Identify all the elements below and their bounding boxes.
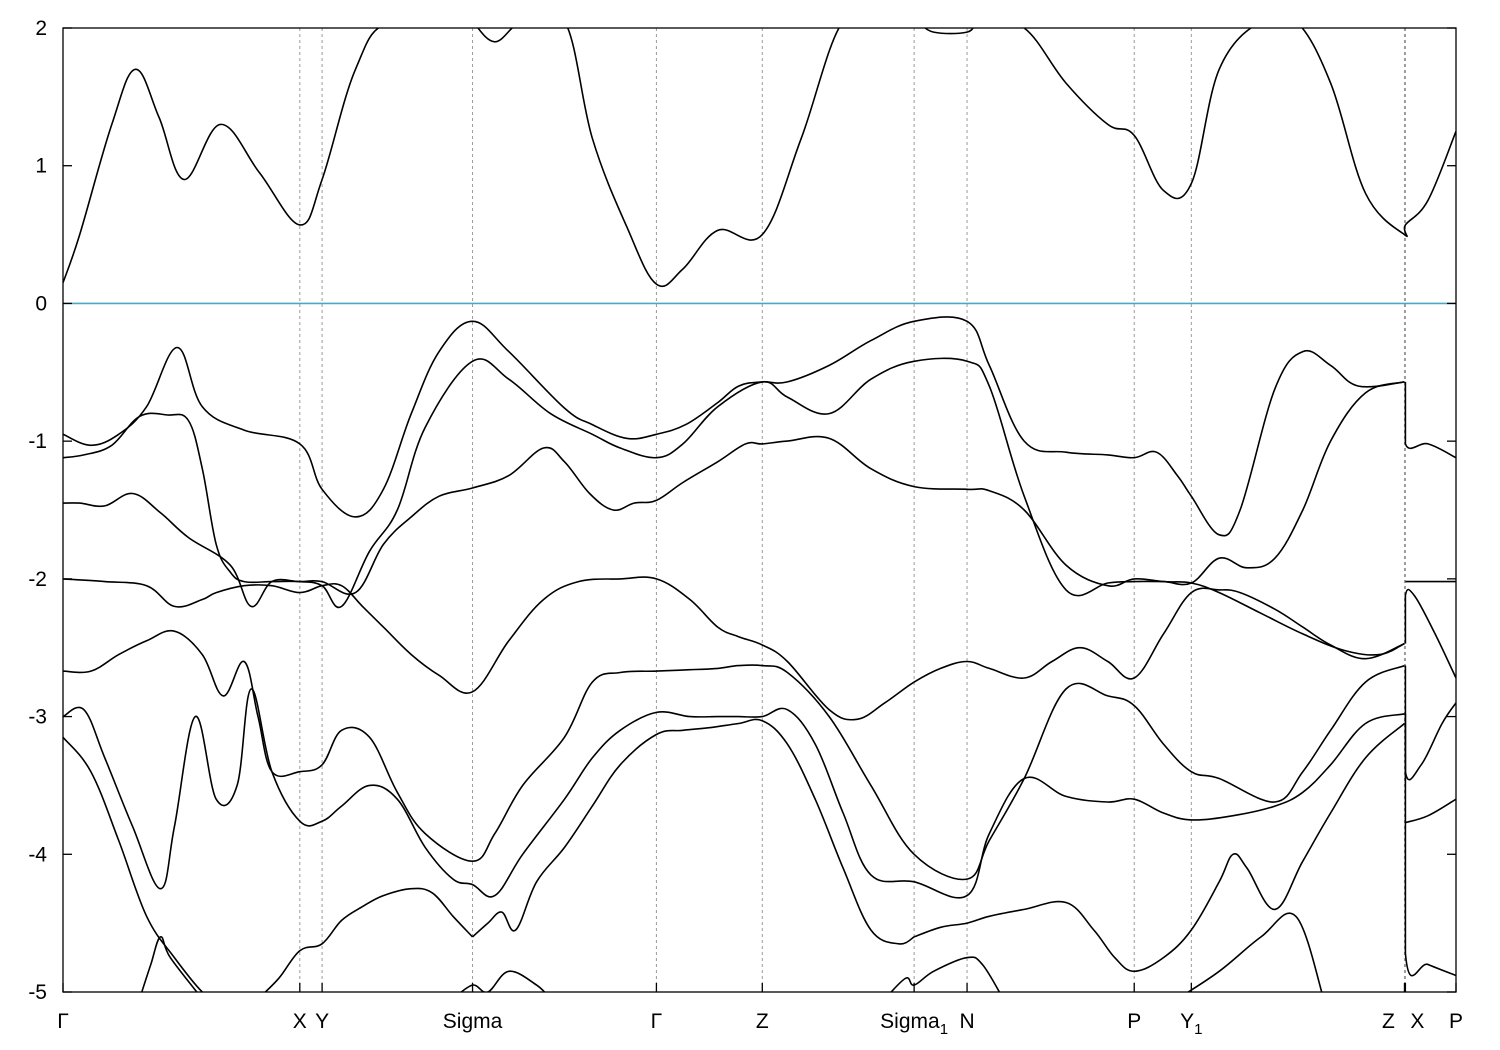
band-curve-4 bbox=[63, 357, 1405, 609]
band-curve-10 bbox=[140, 936, 198, 992]
band-curve-15 bbox=[890, 956, 1001, 992]
band-curve-14 bbox=[459, 970, 546, 992]
y-tick-label: -4 bbox=[28, 843, 47, 866]
y-tick-label: -3 bbox=[28, 706, 47, 729]
k-point-grid-lines bbox=[299, 28, 1406, 992]
x-tick-label: P bbox=[1449, 1010, 1463, 1033]
band-curve-5 bbox=[63, 435, 1405, 656]
band-curve-7 bbox=[63, 629, 1405, 881]
x-tick-label: Γ bbox=[57, 1010, 69, 1033]
x-tick-subscript: 1 bbox=[940, 1021, 948, 1038]
band-curves bbox=[63, 28, 1456, 992]
y-tick-label: 1 bbox=[35, 155, 47, 178]
band-curve-11 bbox=[264, 887, 474, 992]
y-tick-label: -5 bbox=[28, 981, 47, 1004]
band-curve-3 bbox=[63, 316, 1405, 537]
y-axis-ticks: 2 1 0 -1 -2 -3 -4 -5 bbox=[28, 17, 1456, 1004]
band-curve-1 bbox=[63, 28, 380, 284]
x-tick-label: Y bbox=[315, 1010, 329, 1033]
band-curve-9 bbox=[63, 736, 204, 992]
x-tick-subscript: 1 bbox=[1194, 1021, 1202, 1038]
band-curve-17 bbox=[1404, 381, 1456, 459]
x-tick-label: Sigma1 bbox=[880, 1010, 948, 1038]
x-tick-label: Z bbox=[756, 1010, 769, 1033]
x-tick-label: P bbox=[1127, 1010, 1141, 1033]
y-tick-label: -1 bbox=[28, 430, 47, 453]
band-curve-8 bbox=[63, 688, 1405, 899]
plot-frame bbox=[62, 27, 1457, 993]
x-tick-label: Γ bbox=[651, 1010, 663, 1033]
band-curve-2 bbox=[477, 28, 1456, 288]
x-tick-label: Z bbox=[1382, 1010, 1395, 1033]
x-tick-label: N bbox=[959, 1010, 974, 1033]
band-curve-22 bbox=[1404, 713, 1456, 977]
band-curve-16 bbox=[1186, 912, 1323, 992]
x-axis-ticks: Γ X Y Sigma Γ Z Sigma1 N P Y1 Z X P bbox=[57, 983, 1463, 1038]
band-curve-21 bbox=[1405, 798, 1456, 824]
x-tick-label: X bbox=[1410, 1010, 1424, 1033]
y-tick-label: 0 bbox=[35, 292, 47, 315]
band-curve-19 bbox=[1404, 588, 1456, 679]
band-curve-12 bbox=[471, 718, 915, 945]
y-tick-label: 2 bbox=[35, 17, 47, 40]
band-curve-20 bbox=[1404, 665, 1456, 781]
x-tick-label: X bbox=[293, 1010, 307, 1033]
band-curve-13 bbox=[913, 722, 1406, 973]
band-curve-6 bbox=[63, 576, 1405, 721]
x-tick-label: Y1 bbox=[1180, 1010, 1202, 1038]
x-tick-label: Sigma bbox=[443, 1010, 503, 1033]
y-tick-label: -2 bbox=[28, 568, 47, 591]
